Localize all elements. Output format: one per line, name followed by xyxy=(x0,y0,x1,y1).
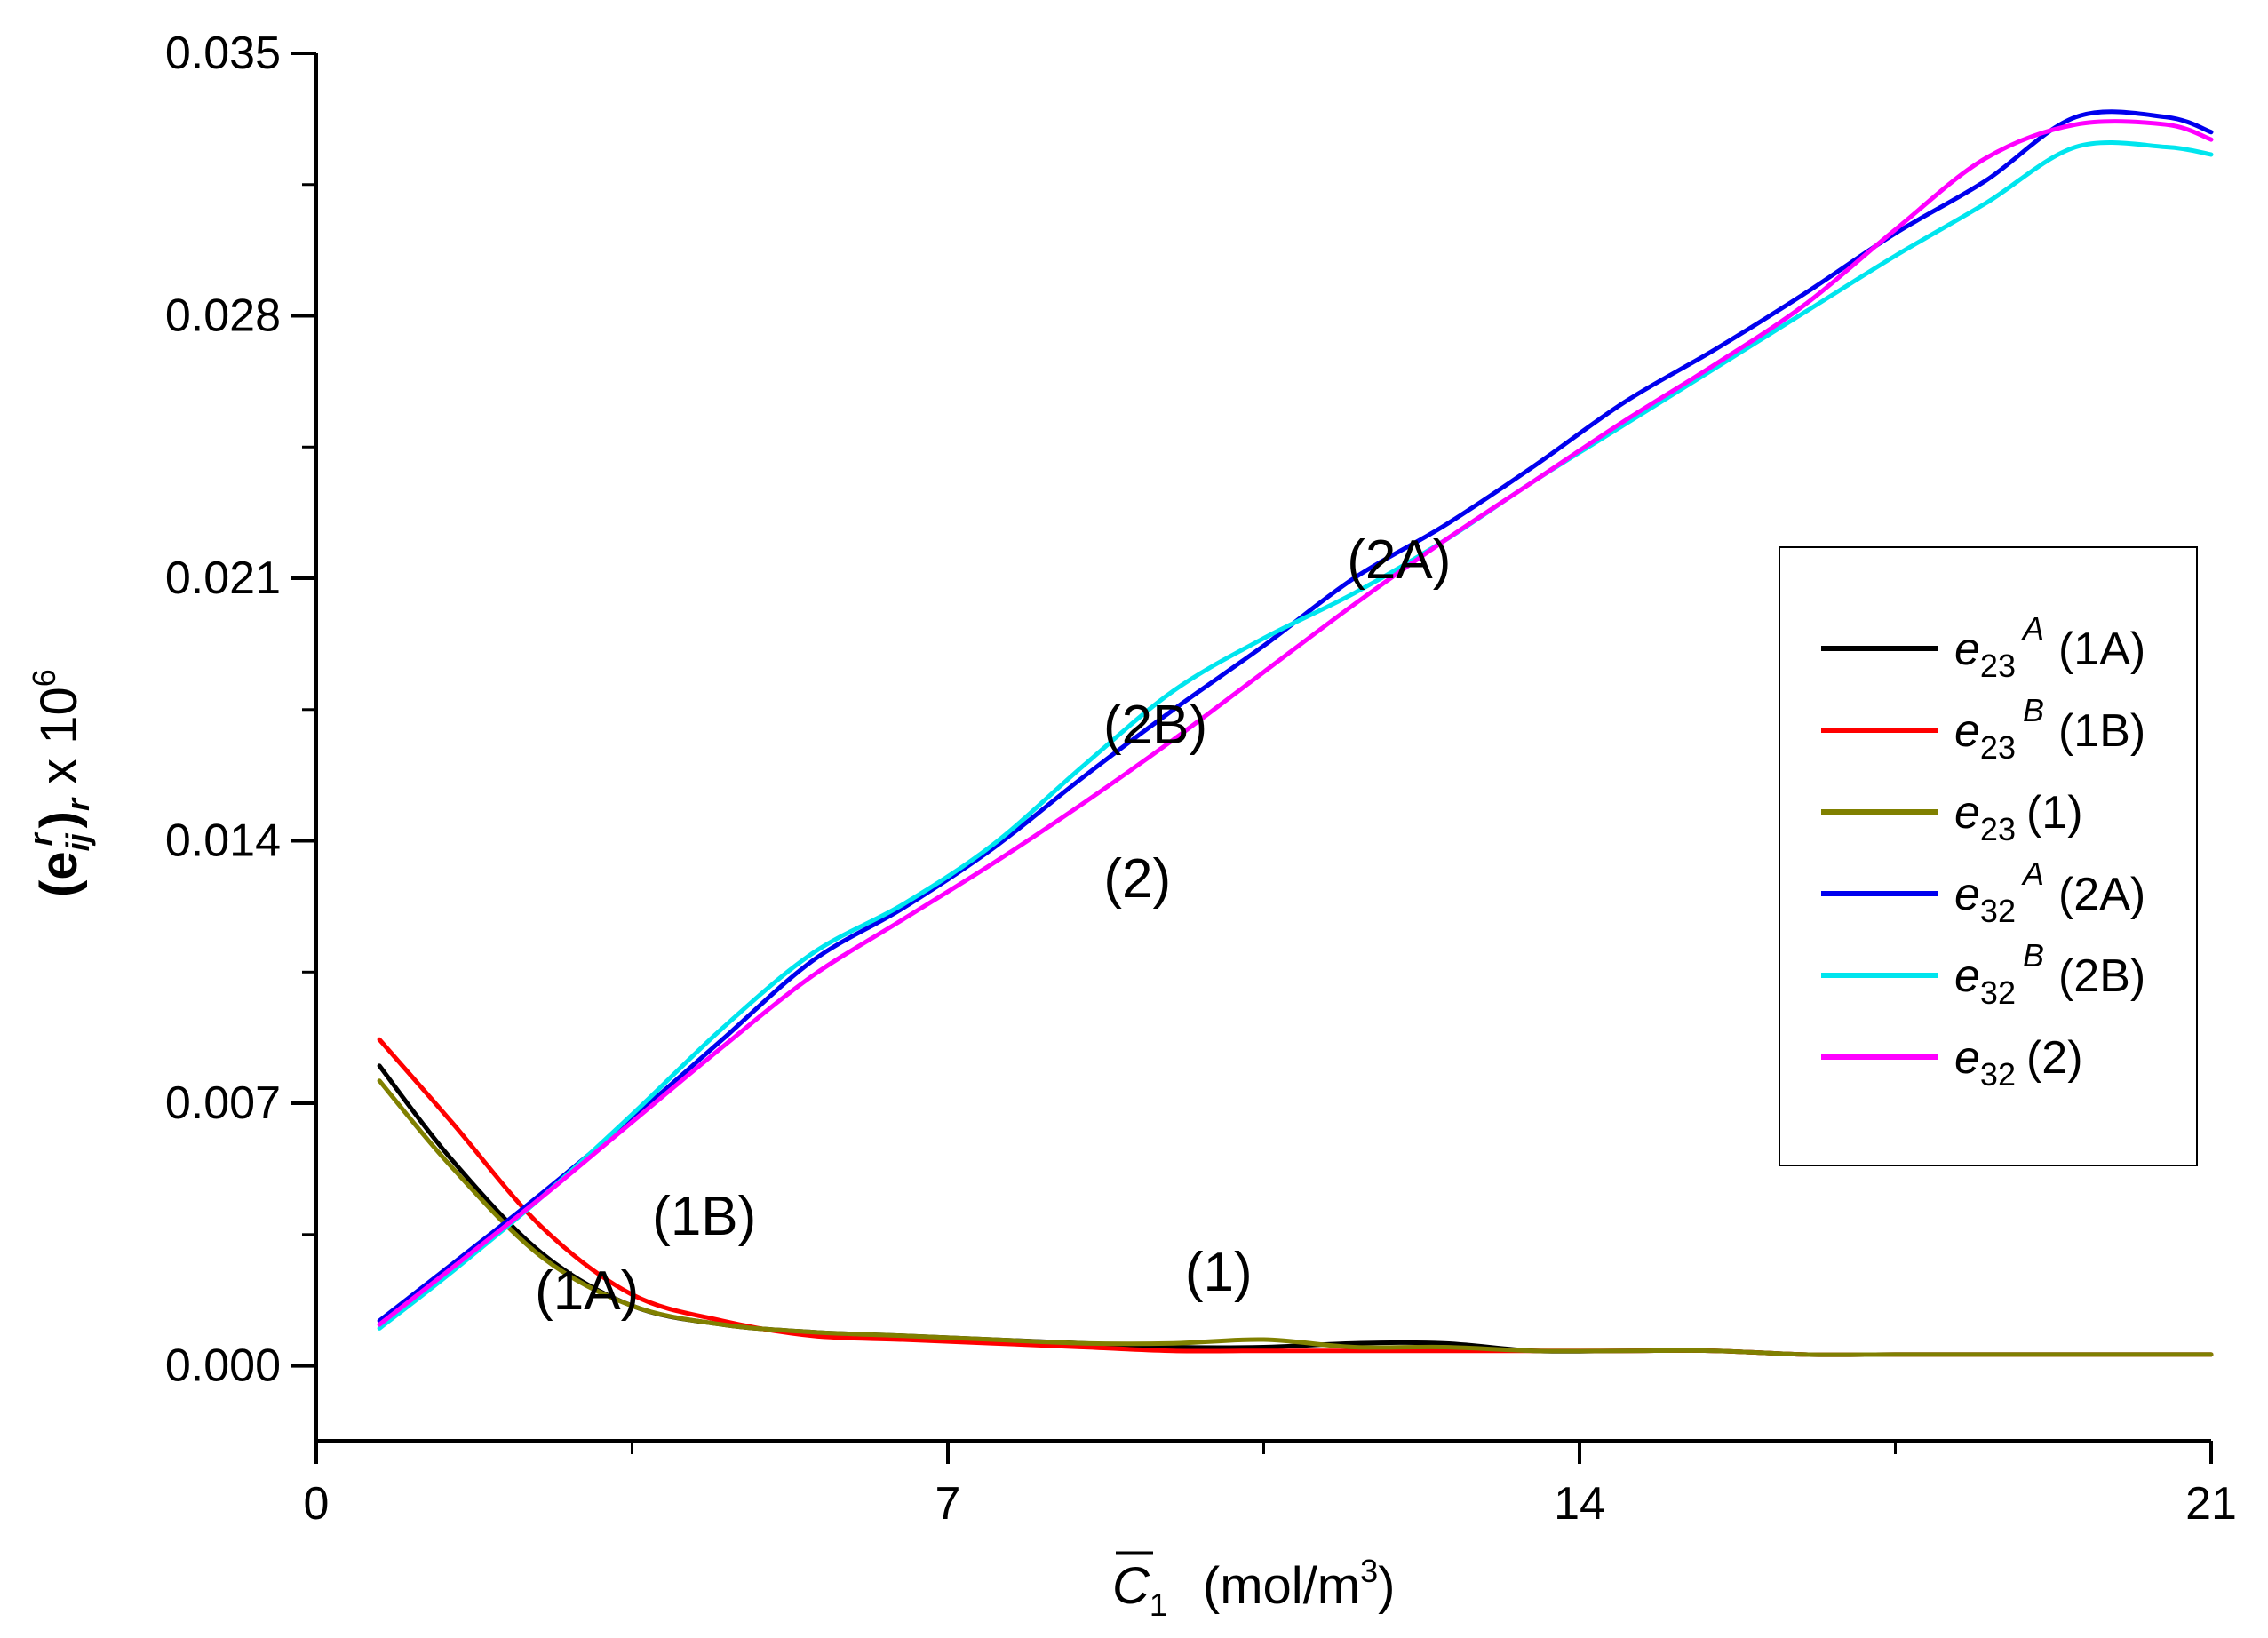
series-lines xyxy=(377,109,2214,1357)
x-axis-units: (mol/m xyxy=(1203,1557,1360,1615)
annotation-label: (2A) xyxy=(1347,529,1451,591)
legend: e23A (1A) e23B (1B) e23 (1) e32A (2A) e32B (2B) e3… xyxy=(1779,546,2198,1166)
y-tick-label: 0.000 xyxy=(165,1340,281,1392)
series-line-e23 xyxy=(377,1078,2214,1357)
x-axis-title: C1 (mol/m3) xyxy=(1112,1551,1395,1623)
x-tick-label: 0 xyxy=(304,1478,330,1530)
annotation-label: (2) xyxy=(1103,848,1171,910)
series-line-e32A xyxy=(377,109,2214,1324)
legend-label: e23 (1) xyxy=(1954,787,2083,847)
y-axis-symbol: e xyxy=(30,851,88,879)
y-tick-label: 0.014 xyxy=(165,815,281,867)
legend-label: e23B (1B) xyxy=(1954,692,2145,766)
x-axis-subscript: 1 xyxy=(1150,1586,1167,1623)
y-axis-title: (eijr)r x 106 xyxy=(22,669,96,897)
y-axis-suffix: x 10 xyxy=(30,687,88,799)
y-axis-exp: 6 xyxy=(26,669,62,687)
x-ticks: 0 7 14 21 xyxy=(304,1441,2237,1530)
annotation-label: (1) xyxy=(1185,1242,1253,1303)
y-tick-label: 0.007 xyxy=(165,1077,281,1129)
y-axis-open: ( xyxy=(30,879,88,897)
x-axis-symbol: C xyxy=(1112,1557,1150,1615)
legend-label: e32 (2) xyxy=(1954,1032,2083,1093)
y-ticks: 0.000 0.007 0.014 0.021 0.028 0.035 xyxy=(165,28,316,1392)
y-axis-outer-subscript: r xyxy=(60,797,96,811)
y-axis-superscript: r xyxy=(22,831,59,846)
x-tick-label: 21 xyxy=(2185,1478,2237,1530)
legend-label: e23A (1A) xyxy=(1954,610,2145,684)
y-tick-label: 0.028 xyxy=(165,290,281,342)
y-axis-close: ) xyxy=(30,811,88,828)
y-tick-label: 0.021 xyxy=(165,553,281,604)
series-line-e32 xyxy=(377,119,2214,1327)
series-line-e32B xyxy=(377,140,2214,1331)
svg-text:(eijr)r x 106: (eijr)r x 106 xyxy=(22,669,96,897)
y-axis-subscript: ij xyxy=(60,832,96,851)
legend-label: e32A (2A) xyxy=(1954,855,2145,929)
x-tick-label: 7 xyxy=(935,1478,961,1530)
annotations: (1A)(1B) (1) (2) (2B) (2A) xyxy=(535,529,1451,1322)
annotation-label: (2B) xyxy=(1103,695,1207,756)
x-tick-label: 14 xyxy=(1554,1478,1605,1530)
x-axis-units-close: ) xyxy=(1378,1557,1395,1615)
legend-label: e32B (2B) xyxy=(1954,937,2145,1011)
annotation-label: (1A) xyxy=(535,1260,639,1322)
svg-text:C1(mol/m3): C1 (mol/m3) xyxy=(1112,1553,1395,1623)
annotation-label: (1B) xyxy=(652,1186,756,1247)
y-tick-label: 0.035 xyxy=(165,28,281,79)
x-axis-units-exp: 3 xyxy=(1360,1553,1378,1589)
